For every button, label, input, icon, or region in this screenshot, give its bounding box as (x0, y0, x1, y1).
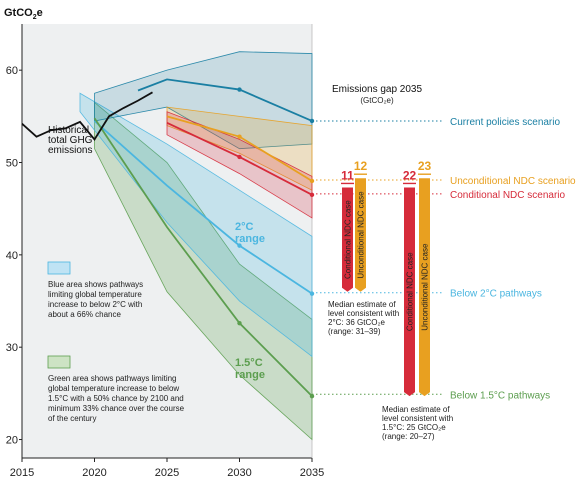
median-2c-note-line: level consistent with (328, 309, 399, 318)
median-15c-note-line: 1.5°C: 25 GtCO₂e (382, 423, 446, 432)
y-tick-label: 50 (6, 158, 18, 170)
scenario-point (237, 154, 242, 160)
scenario-label: Current policies scenario (450, 117, 560, 128)
y-axis-label: GtCO2e (4, 7, 43, 21)
scenario-median-line (137, 78, 313, 122)
historical-label-line: emissions (48, 145, 92, 156)
range-2c-label: range (235, 233, 265, 245)
scenario-point (309, 178, 315, 184)
gap-value: 11 (341, 168, 354, 182)
gap-bar-label: Unconditional NDC case (357, 191, 366, 279)
gap-bar (342, 187, 353, 292)
scenario-point (309, 291, 315, 296)
historical-label-line: Historical (48, 125, 89, 136)
scenario-band (94, 101, 313, 441)
median-2c-note-line: (range: 31–39) (328, 327, 381, 336)
range-15c-label: 1.5°C (235, 357, 263, 369)
y-tick-label: 60 (6, 65, 18, 77)
y-tick-label: 40 (6, 250, 18, 262)
scenario-point (237, 320, 242, 326)
scenario-point (309, 393, 315, 399)
median-15c-note-line: Median estimate of (382, 405, 450, 414)
gap-bar (404, 187, 415, 397)
legend-green-text-line: global temperature increase to below (48, 384, 179, 393)
legend-blue-text-line: Blue area shows pathways (48, 280, 143, 289)
median-15c-note-line: level consistent with (382, 414, 453, 423)
x-tick-label: 2030 (227, 467, 251, 479)
median-15c-note-line: (range: 20–27) (382, 432, 435, 441)
scenario-median-line (93, 117, 313, 397)
gap-value: 23 (418, 159, 432, 173)
y-axis-label-unit: e (37, 7, 43, 19)
legend-green-text-line: of the century (48, 414, 96, 423)
scenario-label: Conditional NDC scenario (450, 190, 565, 201)
x-tick-label: 2020 (82, 467, 106, 479)
scenario-point (237, 243, 242, 248)
gap-unit: (GtCO₂e) (360, 96, 394, 105)
gap-value: 12 (354, 159, 368, 173)
gap-value: 22 (403, 168, 417, 182)
scenario-label: Unconditional NDC scenario (450, 176, 576, 187)
median-2c-note-line: 2°C: 36 GtCO₂e (328, 318, 386, 327)
gap-bar (355, 178, 366, 292)
scenario-point (309, 192, 315, 198)
legend-green-text-line: minimum 33% chance over the course (48, 404, 185, 413)
scenario-band (166, 111, 313, 219)
range-2c-label: 2°C (235, 221, 254, 233)
scenario-point (237, 134, 242, 139)
historical-label-line: total GHG (48, 135, 93, 146)
gap-bar (419, 178, 430, 397)
gap-bar-label: Conditional NDC case (344, 200, 353, 279)
legend-blue-text-line: limiting global temperature (48, 290, 142, 299)
gap-bar-label: Conditional NDC case (406, 252, 415, 331)
y-axis-label-subscript: 2 (33, 14, 37, 21)
x-tick-label: 2035 (300, 467, 324, 479)
legend-green-text-line: 1.5°C with a 50% chance by 2100 and (48, 394, 184, 403)
scenario-label: Below 2°C pathways (450, 289, 542, 300)
gap-bar-label: Unconditional NDC case (421, 243, 430, 331)
median-2c-note-line: Median estimate of (328, 300, 396, 309)
legend-green-swatch (47, 355, 71, 369)
x-tick-label: 2015 (10, 467, 34, 479)
range-15c-label: range (235, 369, 265, 381)
legend-green-text-line: Green area shows pathways limiting (48, 374, 177, 383)
y-tick-label: 20 (6, 435, 18, 447)
y-tick-label: 30 (6, 342, 18, 354)
scenario-label: Below 1.5°C pathways (450, 390, 550, 401)
x-tick-label: 2025 (155, 467, 179, 479)
scenario-median-line (93, 120, 313, 295)
legend-blue-text-line: increase to below 2°C with (48, 300, 142, 309)
historical-line (21, 91, 153, 141)
gap-title: Emissions gap 2035 (332, 84, 422, 95)
legend-blue-swatch (47, 261, 71, 275)
plot-background (22, 24, 312, 458)
legend-blue-text-line: about a 66% chance (48, 310, 121, 319)
scenario-point (237, 87, 242, 92)
